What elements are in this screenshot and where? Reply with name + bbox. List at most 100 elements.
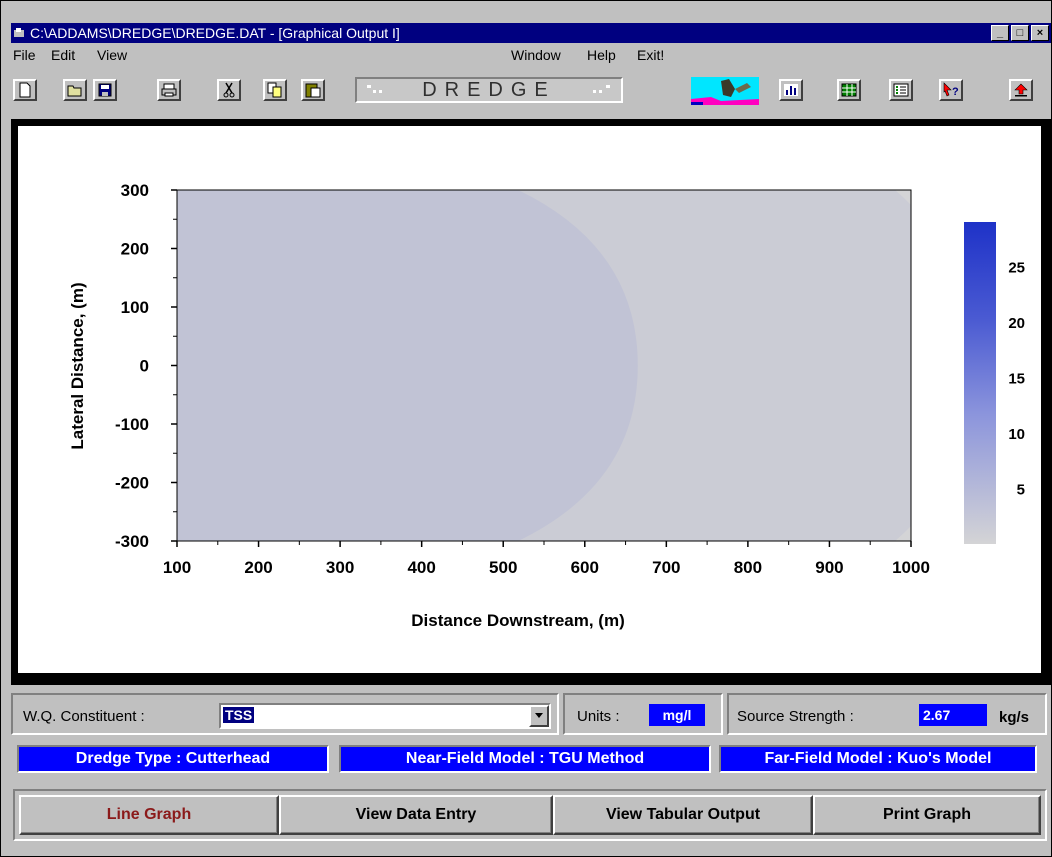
new-icon <box>19 82 31 98</box>
dropdown-button[interactable] <box>529 705 549 727</box>
menu-exit[interactable]: Exit! <box>637 47 665 63</box>
x-tick-label: 1000 <box>892 558 930 577</box>
minimize-icon: _ <box>996 27 1004 39</box>
spreadsheet-button[interactable] <box>837 79 861 101</box>
colorbar-tick-label: 15 <box>1008 370 1025 387</box>
x-tick-label: 800 <box>734 558 762 577</box>
close-button[interactable]: × <box>1031 25 1049 41</box>
menu-view[interactable]: View <box>97 47 128 63</box>
graph-area: 100 200 300 400 500 600 700 800 900 1000 300 200 100… <box>18 126 1041 673</box>
source-strength-label: Source Strength : <box>737 708 854 725</box>
y-tick-label: -200 <box>115 474 149 493</box>
maximize-icon: □ <box>1016 27 1024 39</box>
maximize-button[interactable]: □ <box>1011 25 1029 41</box>
minimize-button[interactable]: _ <box>991 25 1009 41</box>
y-tick-label: -100 <box>115 415 149 434</box>
y-tick-label: 0 <box>140 357 149 376</box>
svg-text:?: ? <box>952 86 959 98</box>
near-field-model-badge: Near-Field Model : TGU Method <box>339 745 711 773</box>
far-field-model-badge: Far-Field Model : Kuo's Model <box>719 745 1037 773</box>
y-tick-label: 100 <box>121 298 149 317</box>
cut-button[interactable] <box>217 79 241 101</box>
save-button[interactable] <box>93 79 117 101</box>
units-label: Units : <box>577 708 620 725</box>
open-icon <box>67 85 82 97</box>
dredge-brand-banner: DREDGE <box>355 77 623 103</box>
y-axis-label: Lateral Distance, (m) <box>68 282 87 449</box>
spreadsheet-icon <box>841 83 857 97</box>
print-icon <box>161 83 177 97</box>
banner-right-dots-icon <box>593 85 610 93</box>
x-tick-label: 300 <box>326 558 354 577</box>
chevron-down-icon <box>535 713 543 718</box>
x-tick-label: 600 <box>571 558 599 577</box>
dredge-logo-icon <box>691 77 759 105</box>
paste-icon <box>305 83 321 98</box>
cut-icon <box>223 82 235 98</box>
context-help-icon: ? <box>943 82 959 98</box>
context-help-button[interactable]: ? <box>939 79 963 101</box>
x-tick-label: 400 <box>407 558 435 577</box>
new-button[interactable] <box>13 79 37 101</box>
y-tick-label: 300 <box>121 181 149 200</box>
menu-help[interactable]: Help <box>587 47 616 63</box>
contour-band-1 <box>177 333 190 398</box>
menu-file[interactable]: File <box>13 47 36 63</box>
dredge-logo <box>691 77 759 105</box>
print-button[interactable] <box>157 79 181 101</box>
colorbar-tick-label: 20 <box>1008 315 1025 332</box>
colorbar-tick-label: 10 <box>1008 426 1025 443</box>
copy-icon <box>267 82 282 98</box>
y-tick-label: -300 <box>115 532 149 551</box>
brand-text: DREDGE <box>422 78 556 101</box>
menu-window[interactable]: Window <box>511 47 561 63</box>
contour-chart: 100 200 300 400 500 600 700 800 900 1000300200100… <box>68 181 1025 630</box>
exit-arrow-icon <box>1014 83 1028 97</box>
constituent-value: TSS <box>223 707 255 723</box>
x-tick-label: 100 <box>163 558 191 577</box>
save-icon <box>98 83 112 97</box>
banner-left-dots-icon <box>367 85 382 93</box>
list-button[interactable] <box>889 79 913 101</box>
line-graph-button[interactable]: Line Graph <box>19 795 279 835</box>
view-data-entry-button[interactable]: View Data Entry <box>279 795 553 835</box>
constituent-select[interactable]: TSS <box>219 703 551 729</box>
exit-arrow-button[interactable] <box>1009 79 1033 101</box>
graph-frame: 100 200 300 400 500 600 700 800 900 1000 300 200 100… <box>11 119 1051 685</box>
title-bar[interactable]: C:\ADDAMS\DREDGE\DREDGE.DAT - [Graphical… <box>11 23 1051 43</box>
view-tabular-output-button[interactable]: View Tabular Output <box>553 795 813 835</box>
x-tick-label: 700 <box>652 558 680 577</box>
close-icon: × <box>1036 27 1044 39</box>
app-icon <box>14 28 24 37</box>
colorbar <box>964 222 996 544</box>
y-tick-label: 200 <box>121 240 149 259</box>
paste-button[interactable] <box>301 79 325 101</box>
dredge-type-badge: Dredge Type : Cutterhead <box>17 745 329 773</box>
units-group <box>563 693 723 735</box>
toolbar: DREDGE ? <box>11 65 1051 107</box>
constituent-label: W.Q. Constituent : <box>23 708 145 725</box>
list-icon <box>893 83 909 97</box>
source-strength-value: 2.67 <box>919 704 987 726</box>
x-axis-label: Distance Downstream, (m) <box>411 611 625 630</box>
x-tick-label: 900 <box>815 558 843 577</box>
print-graph-button[interactable]: Print Graph <box>813 795 1041 835</box>
constituent-group <box>11 693 559 735</box>
menu-bar: File Edit View Window Help Exit! <box>11 45 1051 65</box>
contour-band-11 <box>177 190 638 541</box>
units-value: mg/l <box>649 704 705 726</box>
bar-chart-icon <box>784 84 798 96</box>
open-button[interactable] <box>63 79 87 101</box>
window-title: C:\ADDAMS\DREDGE\DREDGE.DAT - [Graphical… <box>30 25 400 41</box>
x-tick-label: 200 <box>244 558 272 577</box>
source-strength-units: kg/s <box>999 709 1030 726</box>
copy-button[interactable] <box>263 79 287 101</box>
colorbar-tick-label: 25 <box>1008 259 1025 276</box>
x-tick-label: 500 <box>489 558 517 577</box>
colorbar-tick-label: 5 <box>1017 481 1025 498</box>
button-group <box>13 789 1047 841</box>
source-group <box>727 693 1047 735</box>
bar-chart-button[interactable] <box>779 79 803 101</box>
menu-edit[interactable]: Edit <box>51 47 76 63</box>
